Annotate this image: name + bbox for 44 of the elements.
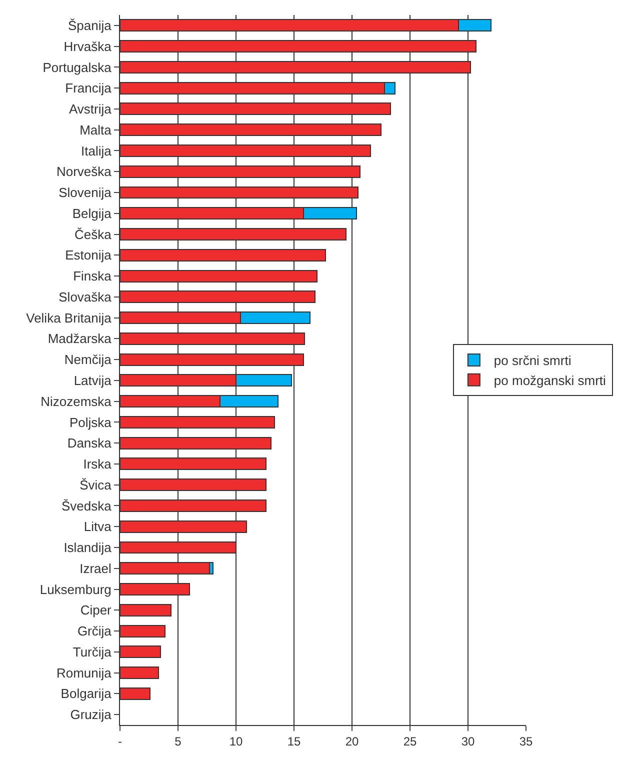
y-tick-label: Irska bbox=[83, 456, 112, 472]
y-tick-label: Velika Britanija bbox=[26, 310, 112, 326]
y-tick-label: Ciper bbox=[80, 602, 112, 618]
x-tick-label: 5 bbox=[174, 734, 182, 748]
y-tick-label: Turčija bbox=[72, 644, 112, 660]
y-tick-label: Islandija bbox=[64, 540, 112, 556]
y-tick-label: Portugalska bbox=[42, 60, 112, 75]
y-tick-label: Nizozemska bbox=[40, 394, 112, 409]
x-tick-label: 35 bbox=[519, 734, 533, 748]
y-tick-label: Slovenija bbox=[58, 185, 112, 200]
x-tick-label: 25 bbox=[403, 734, 417, 748]
x-tick-label: - bbox=[118, 734, 122, 748]
y-tick-label: Madžarska bbox=[48, 331, 112, 346]
y-tick-label: Švedska bbox=[62, 498, 112, 514]
legend-label: po možganski smrti bbox=[494, 372, 606, 388]
y-tick-label: Estonija bbox=[65, 248, 112, 263]
y-tick-label: Švica bbox=[80, 477, 112, 492]
y-tick-label: Poljska bbox=[69, 414, 112, 430]
y-tick-label: Gruzija bbox=[70, 707, 112, 722]
y-tick-label: Finska bbox=[73, 268, 112, 284]
x-tick-label: 15 bbox=[287, 734, 301, 748]
y-tick-label: Izrael bbox=[80, 560, 112, 576]
y-tick-label: Avstrija bbox=[69, 102, 112, 117]
y-tick-label: Belgija bbox=[72, 206, 112, 221]
x-tick-label: 30 bbox=[461, 734, 475, 748]
y-tick-label: Malta bbox=[80, 122, 112, 138]
y-tick-label: Hrvaška bbox=[64, 38, 112, 54]
y-tick-label: Norveška bbox=[56, 164, 112, 180]
x-tick-label: 10 bbox=[229, 734, 243, 748]
x-tick-label: 20 bbox=[345, 734, 359, 748]
y-tick-label: Danska bbox=[67, 436, 112, 451]
y-tick-label: Francija bbox=[65, 80, 112, 96]
y-tick-label: Latvija bbox=[74, 372, 112, 388]
y-tick-label: Španija bbox=[68, 18, 112, 33]
y-tick-label: Nemčija bbox=[64, 352, 112, 368]
y-tick-label: Grčija bbox=[77, 624, 112, 639]
y-tick-label: Italija bbox=[81, 143, 112, 158]
y-tick-label: Bolgarija bbox=[60, 686, 112, 702]
y-tick-label: Litva bbox=[84, 519, 112, 534]
y-tick-label: Romunija bbox=[56, 665, 112, 680]
y-tick-label: Slovaška bbox=[58, 289, 112, 304]
legend-label: po srčni smrti bbox=[494, 353, 572, 368]
y-tick-label: Luksemburg bbox=[40, 582, 112, 597]
y-tick-label: Češka bbox=[74, 226, 112, 242]
